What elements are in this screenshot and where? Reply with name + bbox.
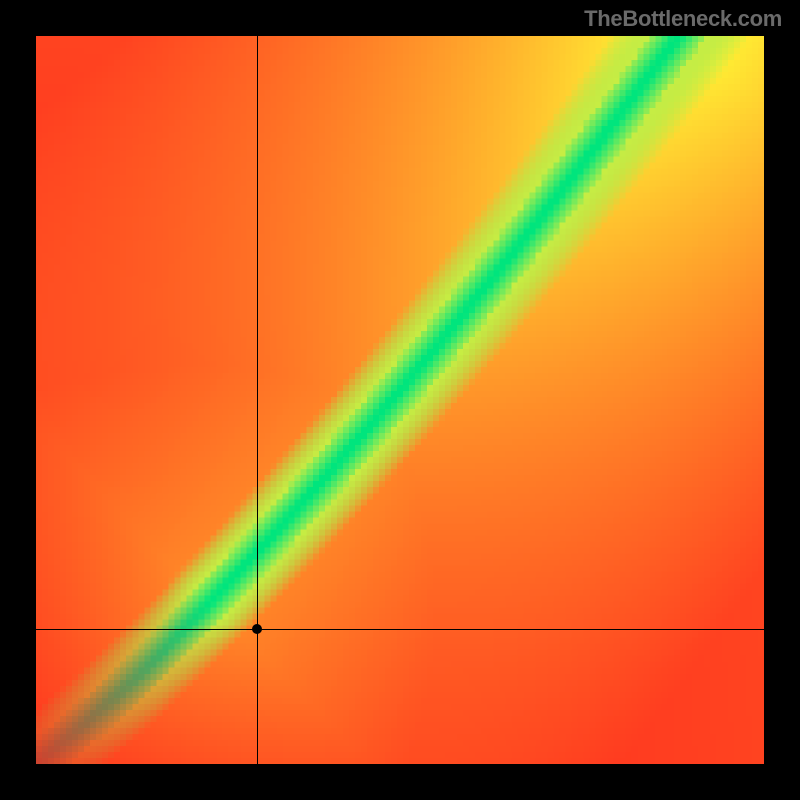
crosshair-vertical [257,36,258,764]
heatmap-plot [36,36,764,764]
crosshair-horizontal [36,629,764,630]
watermark-text: TheBottleneck.com [584,6,782,32]
crosshair-marker [252,624,262,634]
heatmap-canvas [36,36,764,764]
